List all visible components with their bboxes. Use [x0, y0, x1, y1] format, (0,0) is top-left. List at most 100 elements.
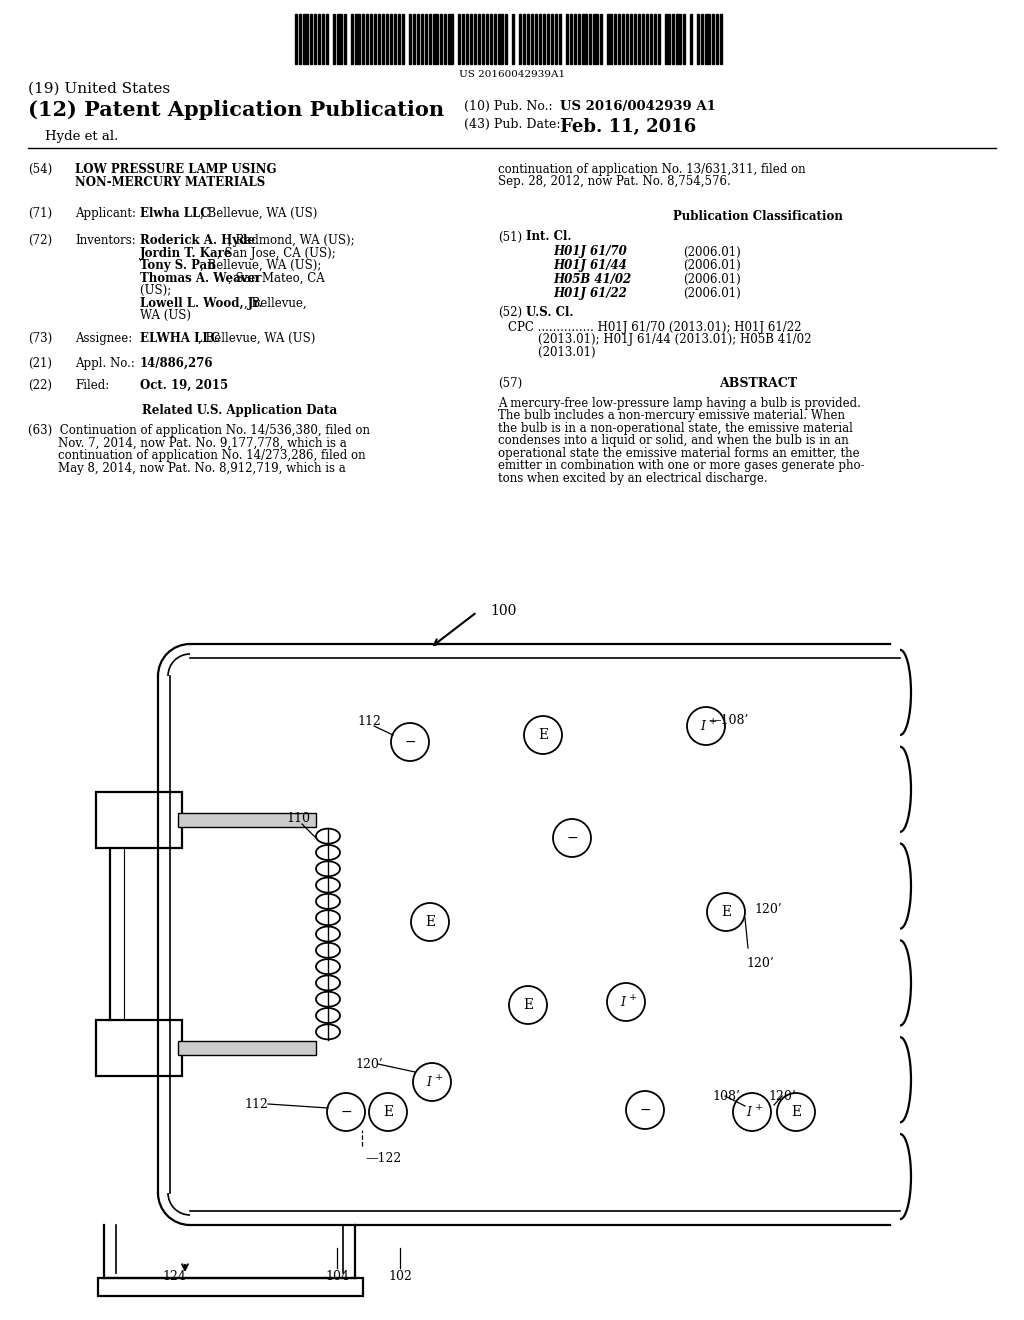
Bar — [642, 15, 644, 63]
Bar — [326, 15, 328, 63]
Bar — [614, 15, 616, 63]
Bar — [433, 15, 438, 63]
Bar — [486, 15, 488, 63]
Bar — [444, 15, 446, 63]
Bar — [413, 15, 415, 63]
Text: US 2016/0042939 A1: US 2016/0042939 A1 — [560, 100, 716, 114]
Bar — [654, 15, 656, 63]
Bar — [370, 15, 372, 63]
Text: −: − — [639, 1104, 651, 1117]
Bar — [337, 15, 342, 63]
Bar — [519, 15, 521, 63]
Text: Nov. 7, 2014, now Pat. No. 9,177,778, which is a: Nov. 7, 2014, now Pat. No. 9,177,778, wh… — [28, 437, 347, 450]
Bar — [527, 15, 529, 63]
Bar — [318, 15, 319, 63]
Text: (2013.01); H01J 61/44 (2013.01); H05B 41/02: (2013.01); H01J 61/44 (2013.01); H05B 41… — [508, 333, 811, 346]
Bar — [574, 15, 575, 63]
Bar — [600, 15, 602, 63]
Text: —122: —122 — [365, 1152, 401, 1166]
Text: 112: 112 — [244, 1098, 268, 1111]
Bar — [314, 15, 316, 63]
Text: I: I — [427, 1076, 431, 1089]
Text: (US);: (US); — [140, 284, 175, 297]
Bar — [310, 15, 312, 63]
Bar — [676, 15, 681, 63]
Text: NON-MERCURY MATERIALS: NON-MERCURY MATERIALS — [75, 176, 265, 189]
Text: Tony S. Pan: Tony S. Pan — [140, 259, 216, 272]
Text: US 20160042939A1: US 20160042939A1 — [459, 70, 565, 79]
Bar — [417, 15, 419, 63]
Text: 112: 112 — [357, 715, 381, 729]
Text: I: I — [621, 995, 626, 1008]
Bar — [543, 15, 545, 63]
Bar — [650, 15, 652, 63]
Bar — [607, 15, 612, 63]
Bar — [690, 15, 692, 63]
Bar — [531, 15, 534, 63]
Bar — [626, 15, 628, 63]
Bar — [547, 15, 549, 63]
Text: +: + — [709, 718, 717, 726]
Text: (2006.01): (2006.01) — [683, 286, 740, 300]
Text: Jordin T. Kare: Jordin T. Kare — [140, 247, 232, 260]
Bar — [622, 15, 624, 63]
Bar — [665, 15, 670, 63]
Bar — [96, 1020, 182, 1076]
Bar — [582, 15, 587, 63]
Bar — [630, 15, 632, 63]
Text: (22): (22) — [28, 379, 52, 392]
Text: (10) Pub. No.:: (10) Pub. No.: — [464, 100, 553, 114]
Text: Thomas A. Weaver: Thomas A. Weaver — [140, 272, 261, 285]
Text: E: E — [791, 1105, 801, 1119]
Text: (63)  Continuation of application No. 14/536,380, filed on: (63) Continuation of application No. 14/… — [28, 424, 370, 437]
Bar — [409, 15, 411, 63]
Text: CPC ............... H01J 61/70 (2013.01); H01J 61/22: CPC ............... H01J 61/70 (2013.01)… — [508, 321, 802, 334]
Text: Applicant:: Applicant: — [75, 207, 143, 219]
Bar — [429, 15, 431, 63]
Text: Oct. 19, 2015: Oct. 19, 2015 — [140, 379, 228, 392]
Bar — [462, 15, 464, 63]
Bar — [470, 15, 472, 63]
Text: May 8, 2014, now Pat. No. 8,912,719, which is a: May 8, 2014, now Pat. No. 8,912,719, whi… — [28, 462, 346, 475]
Text: , Bellevue, WA (US);: , Bellevue, WA (US); — [201, 259, 322, 272]
Bar — [701, 15, 703, 63]
Text: The bulb includes a non-mercury emissive material. When: The bulb includes a non-mercury emissive… — [498, 409, 845, 422]
Bar — [440, 15, 442, 63]
Text: 100: 100 — [490, 605, 516, 618]
Bar — [355, 15, 360, 63]
Bar — [322, 15, 324, 63]
Bar — [490, 15, 492, 63]
Text: (21): (21) — [28, 356, 52, 370]
Bar — [351, 15, 353, 63]
Bar — [658, 15, 660, 63]
Bar — [402, 15, 404, 63]
Text: E: E — [523, 998, 534, 1012]
Bar — [398, 15, 400, 63]
Text: +: + — [629, 994, 637, 1002]
Bar — [378, 15, 380, 63]
Text: (43) Pub. Date:: (43) Pub. Date: — [464, 117, 560, 131]
Text: 102: 102 — [388, 1270, 412, 1283]
Text: 124: 124 — [162, 1270, 186, 1283]
Text: Int. Cl.: Int. Cl. — [526, 231, 571, 243]
Text: (2006.01): (2006.01) — [683, 273, 740, 286]
Text: operational state the emissive material forms an emitter, the: operational state the emissive material … — [498, 446, 859, 459]
Bar — [638, 15, 640, 63]
Text: Inventors:: Inventors: — [75, 234, 136, 247]
Text: WA (US): WA (US) — [140, 309, 191, 322]
Bar — [593, 15, 598, 63]
Text: , San Mateo, CA: , San Mateo, CA — [228, 272, 325, 285]
Text: E: E — [538, 729, 548, 742]
Bar — [421, 15, 423, 63]
Bar — [303, 15, 308, 63]
Bar — [178, 1041, 316, 1055]
Text: Elwha LLC: Elwha LLC — [140, 207, 210, 219]
Bar — [578, 15, 580, 63]
Bar — [382, 15, 384, 63]
Bar — [425, 15, 427, 63]
Bar — [618, 15, 620, 63]
Bar — [299, 15, 301, 63]
Bar — [98, 1278, 362, 1296]
Bar — [683, 15, 685, 63]
Bar — [697, 15, 699, 63]
